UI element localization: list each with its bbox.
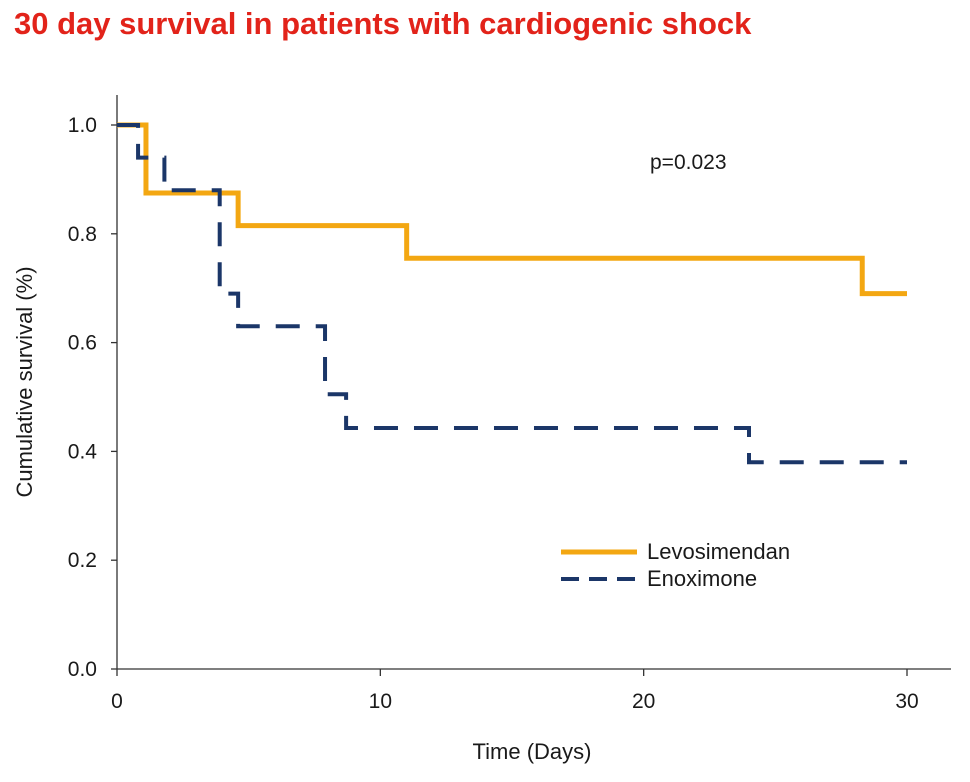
y-tick-label: 0.8 bbox=[68, 223, 97, 246]
x-tick-label: 0 bbox=[111, 690, 123, 713]
y-tick-label: 0.6 bbox=[68, 332, 97, 355]
series-layer bbox=[117, 122, 907, 465]
y-tick-label: 1.0 bbox=[68, 114, 97, 137]
series-line-enoximone bbox=[117, 123, 907, 465]
y-tick-label: 0.2 bbox=[68, 549, 97, 572]
legend-label-enoximone: Enoximone bbox=[647, 566, 757, 591]
y-tick-label: 0.0 bbox=[68, 658, 97, 681]
x-tick-label: 10 bbox=[369, 690, 392, 713]
x-axis-label: Time (Days) bbox=[473, 739, 592, 764]
legend: Levosimendan Enoximone bbox=[561, 539, 790, 591]
y-axis-label: Cumulative survival (%) bbox=[12, 266, 37, 497]
chart-title: 30 day survival in patients with cardiog… bbox=[14, 6, 752, 41]
x-tick-label: 30 bbox=[895, 690, 918, 713]
p-value-annotation: p=0.023 bbox=[650, 151, 727, 174]
axes bbox=[116, 95, 951, 670]
ticks: 0.0 0.2 0.4 0.6 0.8 1.0 0 10 20 30 bbox=[68, 114, 919, 713]
series-line-levosimendan bbox=[117, 122, 907, 297]
x-tick-label: 20 bbox=[632, 690, 655, 713]
legend-label-levosimendan: Levosimendan bbox=[647, 539, 790, 564]
y-tick-label: 0.4 bbox=[68, 440, 98, 463]
